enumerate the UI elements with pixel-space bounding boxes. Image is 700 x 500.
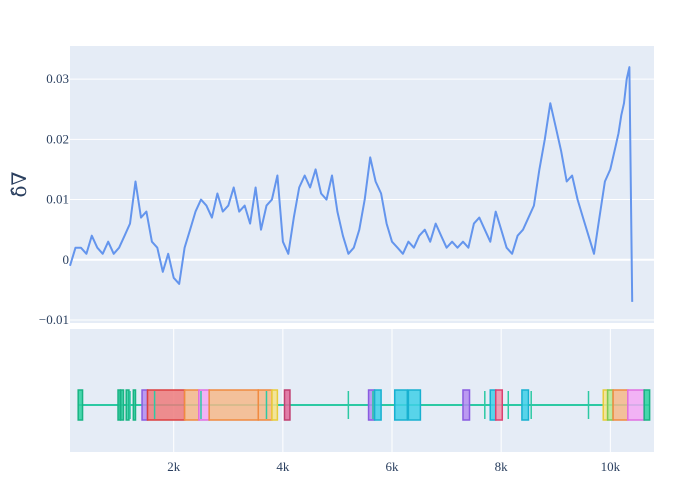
x-tick-label: 8k xyxy=(495,459,509,474)
sub-markers xyxy=(129,391,590,419)
range-box xyxy=(462,389,471,421)
range-box xyxy=(627,389,645,421)
range-box xyxy=(120,389,125,421)
range-box xyxy=(489,389,497,421)
range-box xyxy=(494,389,504,421)
range-box xyxy=(271,389,279,421)
range-box xyxy=(208,389,260,421)
x-tick-label: 4k xyxy=(276,459,290,474)
y-tick-label: 0.03 xyxy=(46,71,69,86)
x-tick-label: 6k xyxy=(386,459,400,474)
range-box xyxy=(77,389,84,421)
range-box xyxy=(373,389,382,421)
main-plot-area xyxy=(70,46,654,323)
range-box xyxy=(407,389,422,421)
x-tick-label: 10k xyxy=(601,459,621,474)
range-box xyxy=(183,389,200,421)
range-box xyxy=(521,389,530,421)
range-box xyxy=(283,389,291,421)
x-tick-labels: 2k 4k 6k 8k 10k xyxy=(167,459,620,474)
main-series xyxy=(69,66,634,302)
y-tick-label: 0 xyxy=(63,252,70,267)
range-box xyxy=(257,389,273,421)
series-line xyxy=(69,66,634,302)
range-box xyxy=(606,389,614,421)
range-box xyxy=(393,389,409,421)
y-tick-labels: −0.01 0 0.01 0.02 0.03 xyxy=(39,71,69,327)
sub-boxes xyxy=(77,389,651,421)
range-box xyxy=(643,389,651,421)
range-box xyxy=(612,389,629,421)
range-box xyxy=(132,389,137,421)
y-axis-title: δ̂∇ xyxy=(7,171,31,197)
y-tick-label: 0.01 xyxy=(46,192,69,207)
y-tick-label: −0.01 xyxy=(39,312,69,327)
range-box xyxy=(125,389,130,421)
range-box xyxy=(117,389,121,421)
y-tick-label: 0.02 xyxy=(46,131,69,146)
range-box xyxy=(146,389,186,421)
x-tick-label: 2k xyxy=(167,459,181,474)
range-box xyxy=(141,389,149,421)
